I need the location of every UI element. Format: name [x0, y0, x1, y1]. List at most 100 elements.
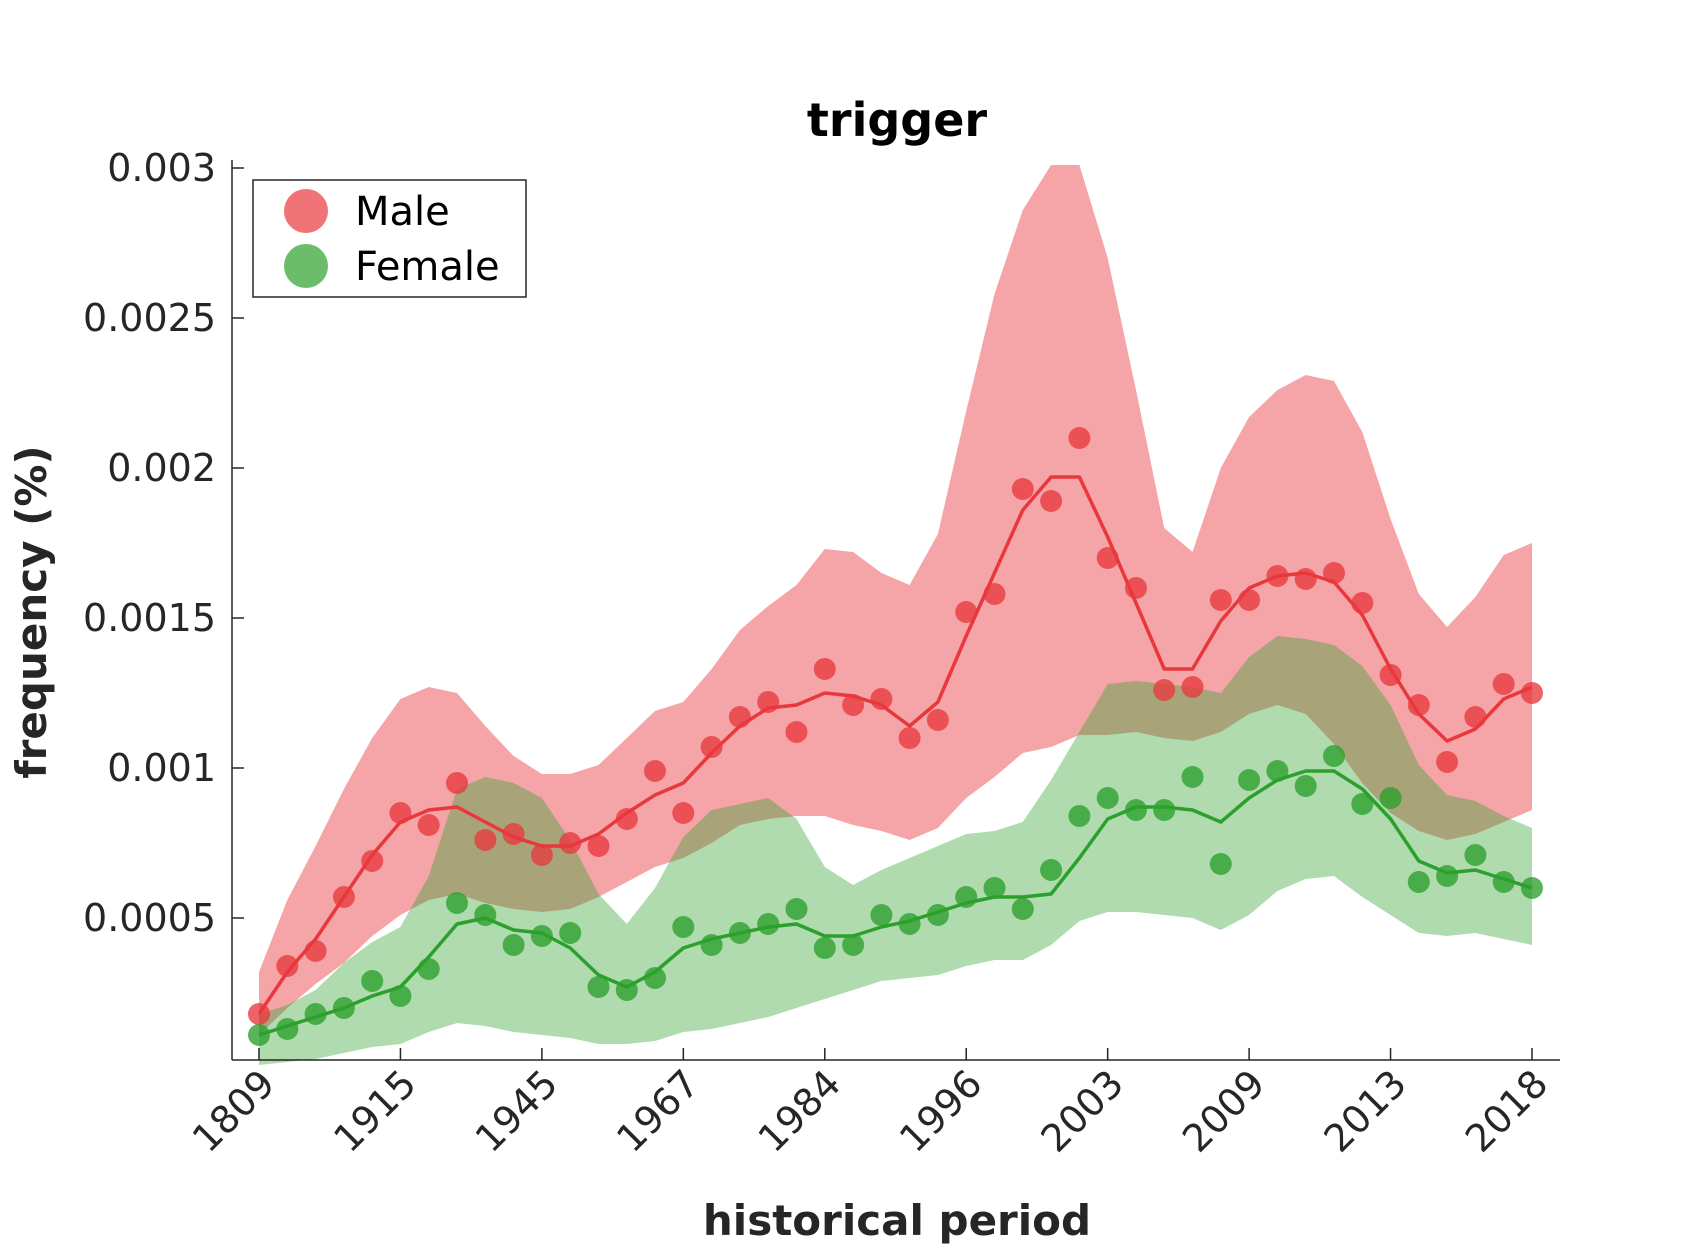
- y-tick-label: 0.0025: [83, 296, 216, 340]
- axes: [231, 160, 1560, 1061]
- point-male: [615, 808, 638, 830]
- point-female: [1040, 859, 1063, 881]
- x-tick-label: 1967: [608, 1061, 708, 1161]
- x-tick-label: 1809: [184, 1061, 284, 1161]
- point-male: [983, 583, 1006, 605]
- confidence-bands: [259, 165, 1532, 1065]
- point-female: [1379, 787, 1402, 809]
- point-female: [700, 934, 723, 956]
- point-male: [955, 601, 978, 623]
- point-male: [1096, 547, 1119, 569]
- point-female: [332, 997, 355, 1019]
- point-male: [672, 802, 695, 824]
- x-tick-label: 1945: [467, 1061, 567, 1161]
- point-male: [870, 688, 893, 710]
- y-tick-label: 0.003: [107, 146, 216, 190]
- point-female: [926, 904, 949, 926]
- point-male: [1209, 589, 1232, 611]
- point-female: [361, 970, 384, 992]
- point-male: [1181, 676, 1204, 698]
- x-axis-label: historical period: [703, 1196, 1091, 1245]
- x-tick-label: 2018: [1457, 1061, 1557, 1161]
- trend-line-male: [257, 475, 1533, 1015]
- x-tick-label: 1984: [750, 1061, 850, 1161]
- point-male: [332, 886, 355, 908]
- point-female: [785, 898, 808, 920]
- point-female: [983, 877, 1006, 899]
- y-ticks: 0.0005 0.001 0.0015 0.002 0.0025 0.003: [83, 146, 244, 940]
- point-male: [446, 772, 468, 794]
- point-female: [389, 985, 412, 1007]
- point-male: [1153, 679, 1176, 701]
- y-tick-label: 0.002: [107, 446, 216, 490]
- point-female: [1266, 760, 1289, 782]
- x-tick-label: 2013: [1315, 1061, 1415, 1161]
- point-male: [842, 694, 865, 716]
- point-male: [1464, 706, 1487, 728]
- point-female: [1492, 871, 1515, 893]
- point-female: [502, 934, 525, 956]
- point-male: [559, 832, 582, 854]
- point-male: [1379, 664, 1402, 686]
- point-male: [530, 844, 553, 866]
- point-female: [1521, 877, 1543, 899]
- point-female: [304, 1003, 327, 1025]
- legend: Male Female: [252, 179, 527, 298]
- point-male: [1407, 694, 1430, 716]
- point-female: [757, 913, 780, 935]
- point-female: [1464, 844, 1487, 866]
- point-female: [672, 916, 695, 938]
- legend-marker-female: [284, 244, 328, 288]
- point-female: [1181, 766, 1204, 788]
- point-male: [1011, 478, 1034, 500]
- point-male: [1294, 568, 1317, 590]
- x-tick-label: 2003: [1033, 1061, 1133, 1161]
- point-female: [1351, 793, 1374, 815]
- point-female: [1436, 865, 1459, 887]
- band-male: [259, 165, 1532, 1035]
- point-male: [1492, 673, 1515, 695]
- x-tick-label: 1996: [891, 1061, 991, 1161]
- x-tick-label: 1915: [325, 1061, 425, 1161]
- legend-label-female: Female: [355, 244, 500, 290]
- point-female: [615, 979, 638, 1001]
- point-male: [304, 940, 327, 962]
- point-female: [248, 1024, 270, 1046]
- point-female: [1407, 871, 1430, 893]
- trend-lines: [257, 475, 1533, 1037]
- point-female: [417, 958, 440, 980]
- point-male: [1266, 565, 1289, 587]
- trend-line-female: [258, 769, 1533, 1037]
- point-female: [644, 967, 666, 989]
- point-male: [728, 706, 751, 728]
- x-ticks: 1809 1915 1945 1967 1984 1996 2003 2009 2013 2018: [184, 1048, 1557, 1161]
- point-female: [587, 976, 610, 998]
- point-male: [361, 850, 384, 872]
- x-tick-label: 2009: [1174, 1061, 1274, 1161]
- point-female: [1011, 898, 1034, 920]
- point-male: [417, 814, 440, 836]
- point-female: [813, 937, 836, 959]
- point-male: [1436, 751, 1459, 773]
- chart-title: trigger: [807, 93, 987, 147]
- point-female: [1238, 769, 1261, 791]
- legend-label-male: Male: [355, 189, 450, 235]
- point-male: [389, 802, 412, 824]
- point-female: [1153, 799, 1176, 821]
- band-female: [259, 636, 1532, 1065]
- y-tick-label: 0.0005: [83, 896, 216, 940]
- point-male: [502, 823, 525, 845]
- y-tick-label: 0.0015: [83, 596, 216, 640]
- data-points: [248, 427, 1543, 1046]
- point-male: [1521, 682, 1543, 704]
- legend-marker-male: [284, 189, 328, 233]
- point-male: [1068, 427, 1091, 449]
- point-male: [248, 1003, 270, 1025]
- point-male: [785, 721, 808, 743]
- point-female: [842, 934, 865, 956]
- point-female: [530, 925, 553, 947]
- point-male: [1323, 562, 1345, 584]
- point-female: [1323, 745, 1345, 767]
- point-male: [926, 709, 949, 731]
